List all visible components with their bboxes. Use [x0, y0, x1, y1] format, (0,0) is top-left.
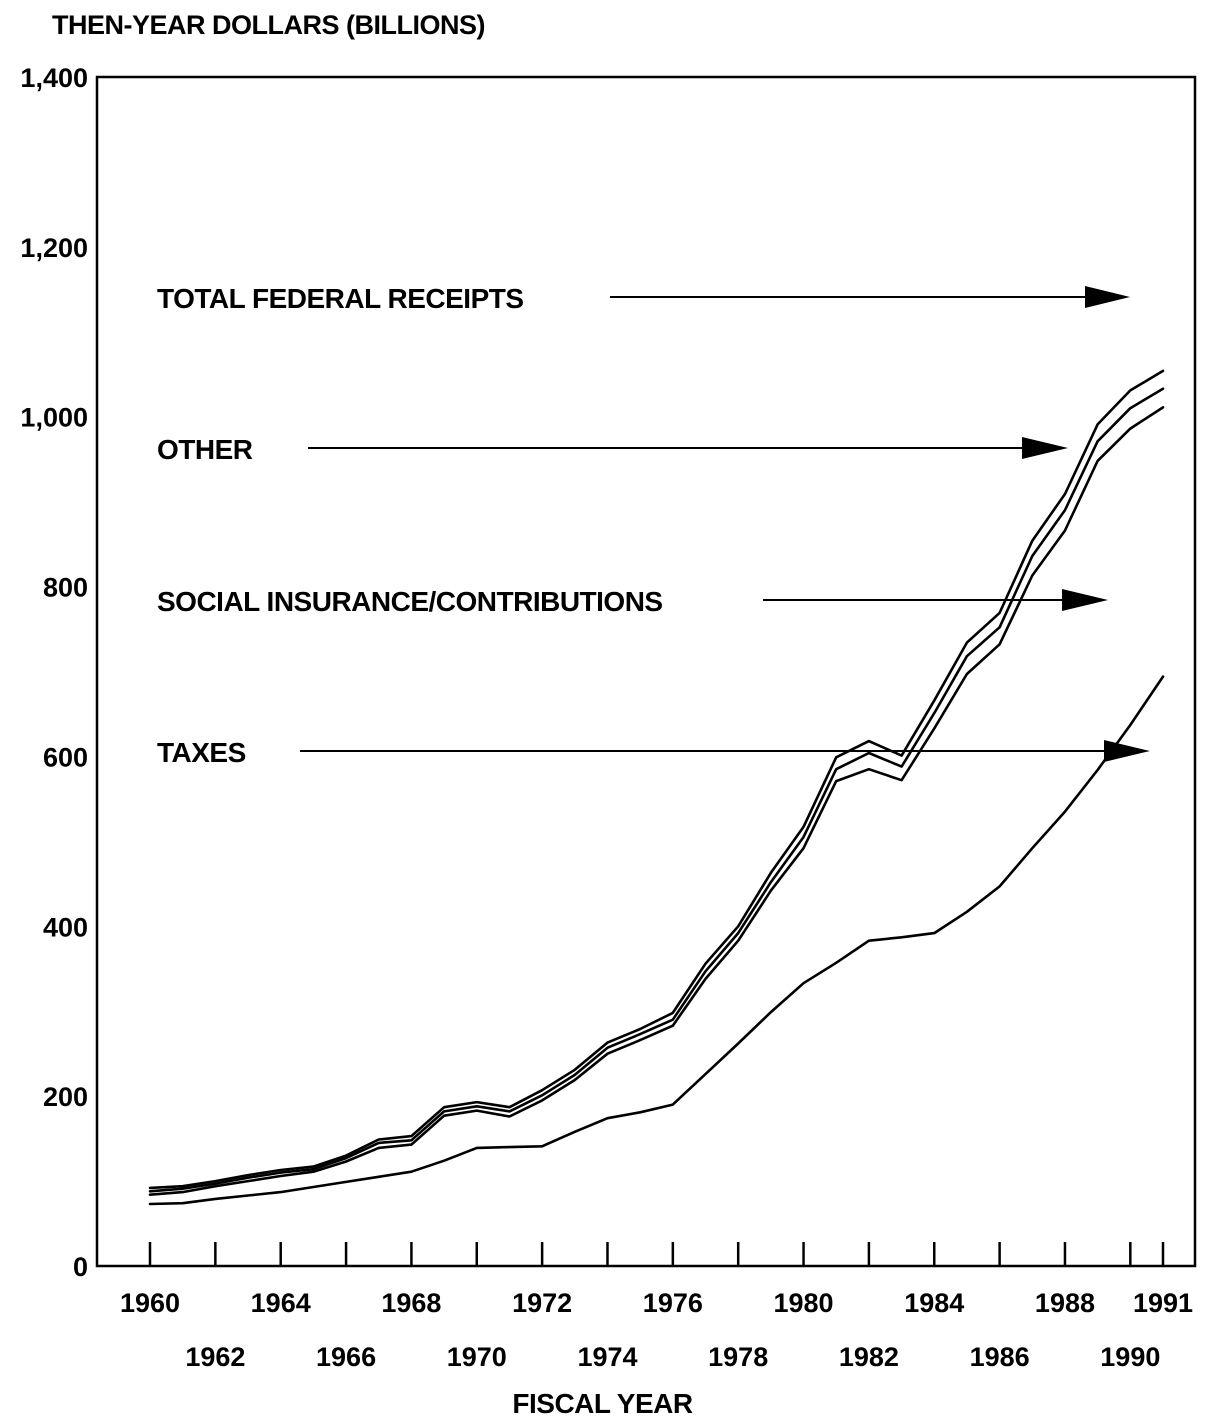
x-tick-label: 1976 [643, 1288, 703, 1318]
series-line-taxes [148, 675, 1165, 1206]
y-tick-label: 400 [43, 912, 88, 942]
x-tick-label: 1964 [251, 1288, 311, 1318]
y-tick-label: 1,200 [20, 233, 88, 263]
y-tick-label: 1,000 [20, 403, 88, 433]
x-tick-label: 1974 [577, 1342, 637, 1372]
x-tick-label: 1980 [774, 1288, 834, 1318]
x-tick-label: 1966 [316, 1342, 376, 1372]
series-line-total-federal-receipts [148, 369, 1165, 1190]
annotation-label-other: OTHER [157, 434, 253, 465]
series-line-other [148, 387, 1165, 1193]
annotation-label-social-insurance-contributions: SOCIAL INSURANCE/CONTRIBUTIONS [157, 586, 663, 617]
x-tick-label: 1972 [512, 1288, 572, 1318]
arrowhead-icon [1085, 286, 1130, 308]
y-tick-label: 1,400 [20, 63, 88, 93]
y-tick-label: 600 [43, 742, 88, 772]
y-tick-label: 200 [43, 1082, 88, 1112]
annotation-label-total-federal-receipts: TOTAL FEDERAL RECEIPTS [157, 283, 524, 314]
arrowhead-icon [1022, 437, 1068, 459]
y-axis-title: THEN-YEAR DOLLARS (BILLIONS) [52, 10, 485, 40]
x-tick-label: 1991 [1133, 1288, 1193, 1318]
x-tick-label: 1990 [1100, 1342, 1160, 1372]
y-tick-label: 0 [73, 1252, 88, 1282]
arrowhead-icon [1104, 740, 1150, 762]
x-tick-label: 1960 [120, 1288, 180, 1318]
x-tick-label: 1986 [970, 1342, 1030, 1372]
x-tick-label: 1982 [839, 1342, 899, 1372]
x-tick-label: 1962 [185, 1342, 245, 1372]
arrowhead-icon [1062, 589, 1108, 611]
plot-frame [95, 75, 1197, 1268]
series-line-social-insurance-contributions [148, 406, 1165, 1196]
x-tick-label: 1968 [381, 1288, 441, 1318]
x-axis-title: FISCAL YEAR [512, 1388, 693, 1419]
x-tick-label: 1978 [708, 1342, 768, 1372]
x-tick-label: 1988 [1035, 1288, 1095, 1318]
y-tick-label: 800 [43, 573, 88, 603]
x-tick-label: 1984 [904, 1288, 964, 1318]
x-tick-label: 1970 [447, 1342, 507, 1372]
annotation-label-taxes: TAXES [157, 737, 246, 768]
